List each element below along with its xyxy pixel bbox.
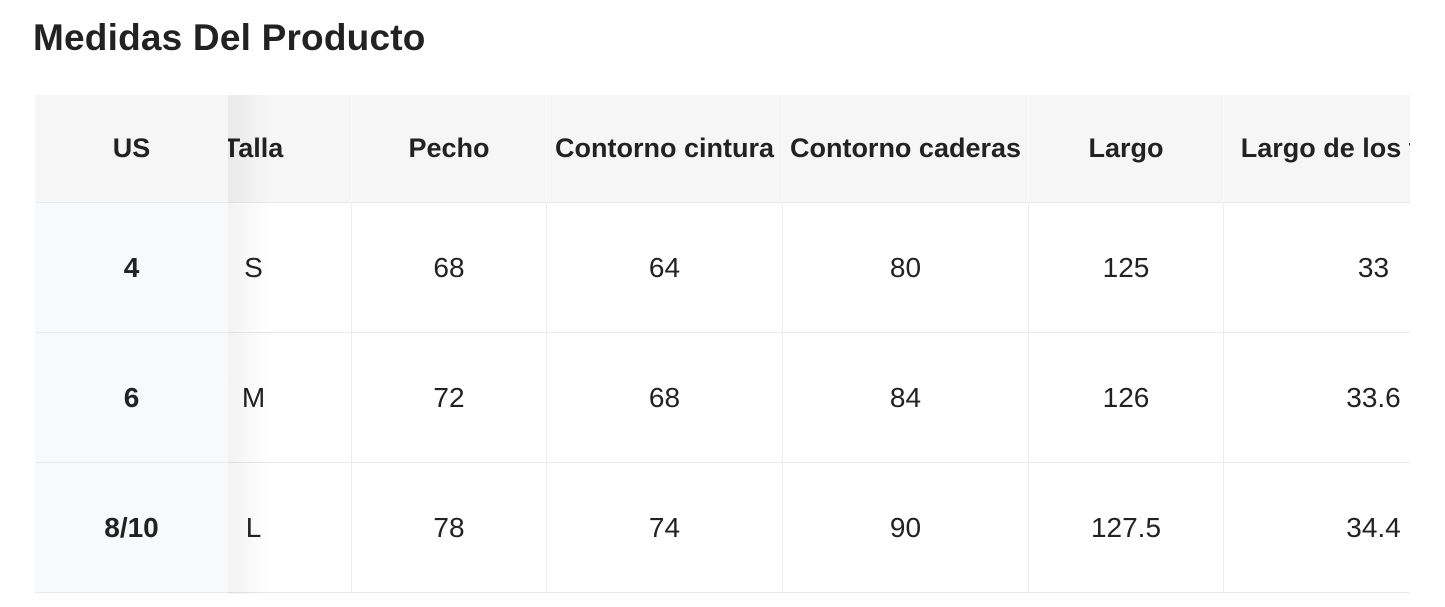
page-title: Medidas Del Producto [33,17,426,58]
cell-largo-tirantes: 33.6 [1223,333,1410,463]
cell-contorno-cintura: 68 [546,333,782,463]
size-table: US Talla Pecho Contorno cintura Contorno… [35,95,1410,593]
table-row: 4 S 68 64 80 125 33 [35,203,1410,333]
cell-largo-tirantes: 33 [1223,203,1410,333]
table-row: 6 M 72 68 84 126 33.6 [35,333,1410,463]
cell-largo: 127.5 [1028,463,1223,593]
col-header-contorno-cintura: Contorno cintura [546,95,782,203]
cell-largo: 125 [1028,203,1223,333]
cell-contorno-cintura: 64 [546,203,782,333]
table-row: 8/10 L 78 74 90 127.5 34.4 [35,463,1410,593]
sticky-cell-us: 6 [35,333,228,463]
header-row: US Talla Pecho Contorno cintura Contorno… [35,95,1410,203]
cell-pecho: 78 [351,463,546,593]
sticky-cell-us: 4 [35,203,228,333]
col-header-pecho: Pecho [351,95,546,203]
cell-contorno-cintura: 74 [546,463,782,593]
sticky-cell-us: 8/10 [35,463,228,593]
cell-contorno-caderas: 84 [782,333,1028,463]
col-header-largo-tirantes: Largo de los tirantes [1223,95,1410,203]
col-header-largo: Largo [1028,95,1223,203]
cell-largo: 126 [1028,333,1223,463]
sticky-us-column: US 4 6 8/10 [35,95,228,594]
sticky-header-us: US [35,95,228,203]
cell-contorno-caderas: 80 [782,203,1028,333]
cell-contorno-caderas: 90 [782,463,1028,593]
size-table-viewport[interactable]: US Talla Pecho Contorno cintura Contorno… [35,95,1410,594]
cell-largo-tirantes: 34.4 [1223,463,1410,593]
col-header-contorno-caderas: Contorno caderas [782,95,1028,203]
cell-pecho: 68 [351,203,546,333]
cell-pecho: 72 [351,333,546,463]
